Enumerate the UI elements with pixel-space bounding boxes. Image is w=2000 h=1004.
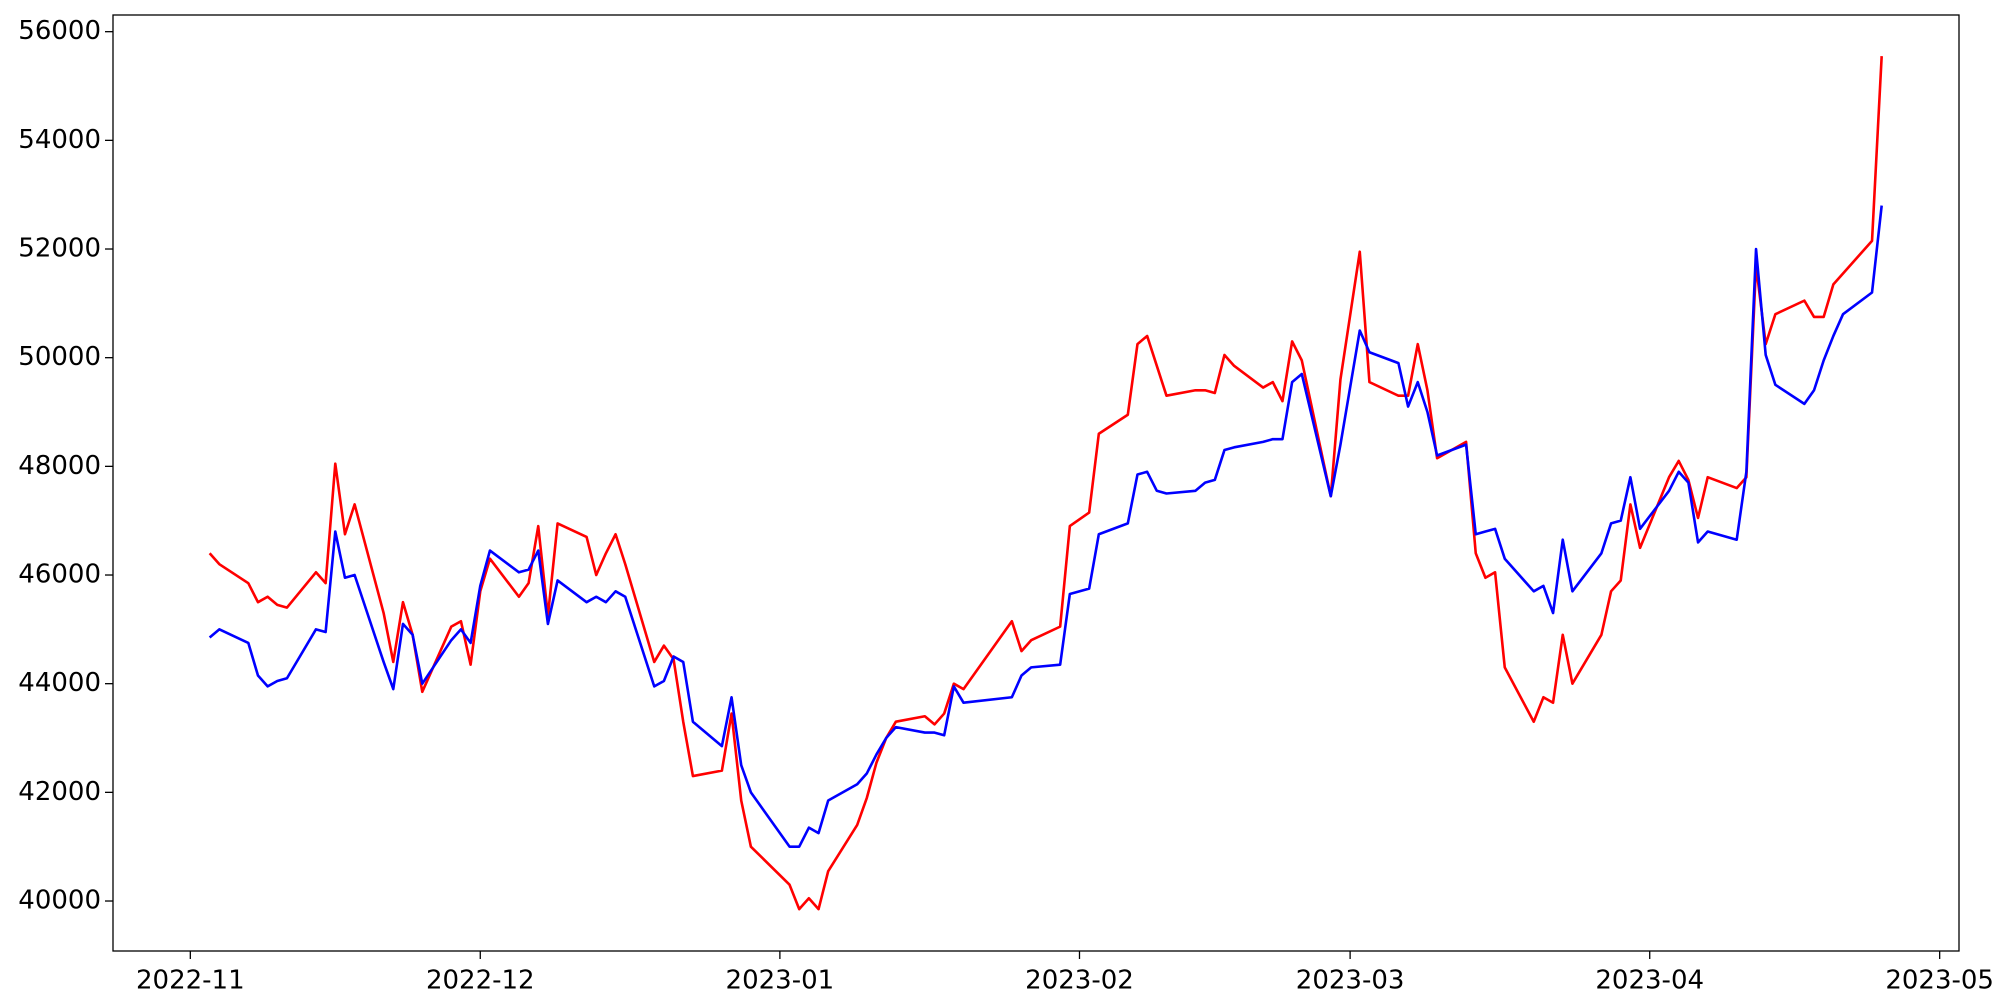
x-tick-label: 2022-11 — [136, 966, 245, 996]
plot-frame — [112, 14, 1960, 952]
y-tick-label: 52000 — [18, 234, 101, 264]
y-tick-label: 46000 — [18, 560, 101, 590]
y-tick-label: 40000 — [18, 886, 101, 916]
y-tick-label: 48000 — [18, 451, 101, 481]
y-tick-label: 50000 — [18, 342, 101, 372]
y-tick-label: 54000 — [18, 125, 101, 155]
x-tick-label: 2023-02 — [1025, 966, 1134, 996]
series-line — [208, 56, 1883, 911]
x-tick-label: 2022-12 — [426, 966, 535, 996]
y-tick-label: 44000 — [18, 668, 101, 698]
x-tick-label: 2023-01 — [726, 966, 835, 996]
y-tick-label: 56000 — [18, 16, 101, 46]
x-tick-label: 2023-05 — [1885, 966, 1994, 996]
x-tick-label: 2023-04 — [1595, 966, 1704, 996]
x-tick-label: 2023-03 — [1296, 966, 1405, 996]
y-tick-label: 42000 — [18, 777, 101, 807]
series-line — [208, 205, 1883, 848]
